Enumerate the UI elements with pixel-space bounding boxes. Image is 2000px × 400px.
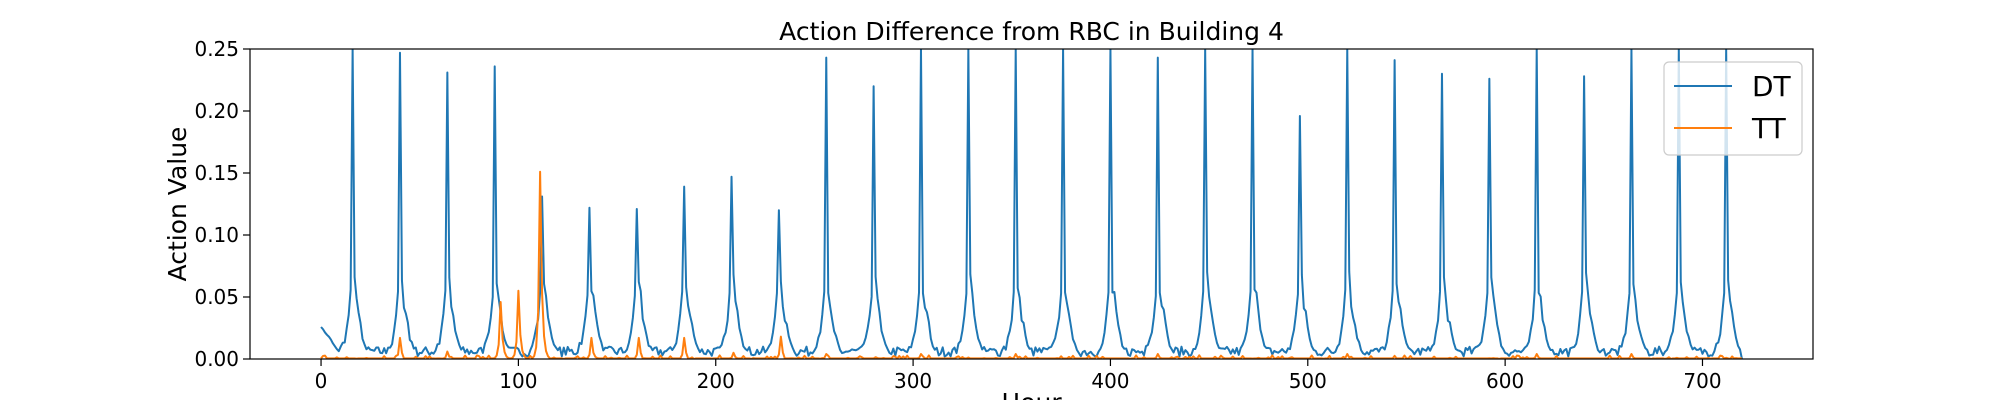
x-tick-label: 500 [1289, 369, 1327, 393]
y-axis: 0.00 0.05 0.10 0.15 0.20 0.25 [194, 37, 250, 371]
y-tick-label: 0.15 [194, 161, 239, 185]
x-axis: 0 100 200 300 400 500 600 700 [315, 359, 1722, 393]
y-tick-label: 0.05 [194, 285, 239, 309]
y-tick-label: 0.20 [194, 99, 239, 123]
y-tick-label: 0.10 [194, 223, 239, 247]
x-tick-label: 200 [697, 369, 735, 393]
x-tick-label: 400 [1091, 369, 1129, 393]
plot-frame [249, 48, 1814, 360]
legend: DT TT [1663, 61, 1803, 156]
x-tick-label: 600 [1486, 369, 1524, 393]
y-tick-label: 0.00 [194, 347, 239, 371]
y-axis-label: Action Value [163, 127, 192, 282]
legend-label-dt: DT [1752, 70, 1792, 103]
series-layer [320, 49, 1743, 359]
x-tick-label: 0 [315, 369, 328, 393]
chart-title: Action Difference from RBC in Building 4 [779, 17, 1284, 46]
x-tick-label: 300 [894, 369, 932, 393]
series-line-dt [320, 49, 1743, 359]
x-axis-label: Hour [1001, 388, 1062, 400]
x-tick-label: 700 [1683, 369, 1721, 393]
y-tick-label: 0.25 [194, 37, 239, 61]
series-line-tt [320, 170, 1742, 359]
x-tick-label: 100 [499, 369, 537, 393]
legend-label-tt: TT [1751, 112, 1787, 145]
